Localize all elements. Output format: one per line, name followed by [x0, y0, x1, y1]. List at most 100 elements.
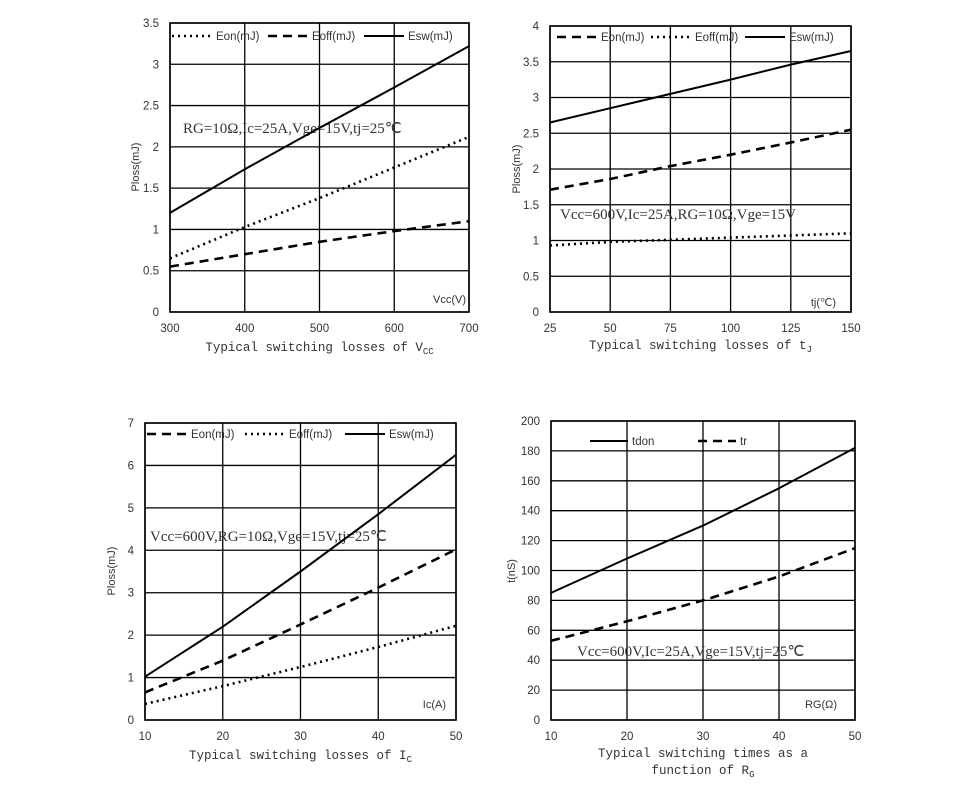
y-tick-label: 7: [128, 418, 134, 430]
y-tick-label: 60: [527, 625, 540, 637]
x-tick-label: 75: [664, 323, 677, 335]
x-axis-label: Vcc(V): [433, 294, 466, 306]
y-tick-label: 40: [527, 655, 540, 667]
chart-panel-4: 0 20 40 60 80 100 120 140 160 180 200 10 20 30 40 50 Vcc…: [506, 416, 861, 780]
x-axis-label: Ic(A): [423, 699, 446, 711]
legend-label: Eoff(mJ): [289, 429, 332, 441]
caption-subscript: J: [807, 345, 812, 355]
x-tick-label: 40: [372, 731, 385, 743]
y-tick-label: 4: [533, 21, 540, 33]
y-tick-label: 4: [128, 545, 135, 557]
x-tick-label: 40: [773, 731, 786, 743]
x-tick-label: 50: [604, 323, 617, 335]
y-tick-label: 3.5: [523, 57, 539, 69]
series-line-eonmj: [169, 135, 470, 260]
x-tick-label: 50: [849, 731, 862, 743]
series-line-eoffmj: [169, 219, 470, 268]
chart-panel-3: 0 1 2 3 4 5 6 7 10 20 30 40 50 Vcc=600V,RG=10Ω,Vge=15…: [106, 418, 462, 765]
y-tick-label: 80: [527, 595, 540, 607]
y-tick-label: 3: [153, 59, 159, 71]
chart-panel-1: 0 0.5 1 1.5 2 2.5 3 3.5 300 400 500 600 700 RG=10Ω,Ic…: [130, 18, 479, 357]
series-line-eoffmj: [549, 232, 852, 247]
series-line-eonmj: [549, 128, 852, 191]
figure-caption-line2: function of RG: [652, 764, 755, 780]
y-tick-label: 180: [521, 446, 540, 458]
x-tick-label: 300: [160, 323, 179, 335]
y-axis-label: t(nS): [506, 559, 518, 583]
plot-frame: [144, 422, 457, 721]
legend-label: Eon(mJ): [191, 429, 235, 441]
x-tick-label: 100: [721, 323, 740, 335]
legend-label: Esw(mJ): [789, 32, 834, 44]
y-tick-label: 5: [128, 503, 134, 515]
legend-label: Esw(mJ): [389, 429, 434, 441]
y-tick-label: 1: [153, 224, 159, 236]
y-tick-label: 2.5: [143, 101, 159, 113]
condition-annotation: RG=10Ω,Ic=25A,Vge=15V,tj=25℃: [183, 121, 402, 137]
x-tick-label: 150: [841, 323, 860, 335]
x-tick-label: 25: [544, 323, 557, 335]
y-tick-label: 0: [153, 307, 159, 319]
y-tick-label: 140: [521, 506, 540, 518]
x-tick-label: 400: [235, 323, 254, 335]
plot-frame: [549, 25, 852, 313]
legend-label: Eon(mJ): [216, 31, 260, 43]
series-line-eswmj: [549, 50, 852, 124]
series-line-eswmj: [169, 45, 470, 214]
y-tick-label: 0: [533, 307, 539, 319]
y-tick-label: 2: [153, 142, 159, 154]
x-tick-label: 600: [385, 323, 404, 335]
x-tick-label: 125: [781, 323, 800, 335]
y-tick-label: 1: [128, 673, 134, 685]
y-tick-label: 20: [527, 685, 540, 697]
x-tick-label: 700: [459, 323, 478, 335]
y-tick-label: 100: [521, 566, 540, 578]
x-tick-label: 50: [450, 731, 463, 743]
y-tick-label: 120: [521, 536, 540, 548]
condition-annotation: Vcc=600V,RG=10Ω,Vge=15V,tj=25℃: [150, 529, 387, 545]
legend-label: tr: [740, 436, 747, 448]
condition-annotation: Vcc=600V,Ic=25A,Vge=15V,tj=25℃: [577, 644, 804, 660]
y-axis-label: Ploss(mJ): [511, 145, 523, 194]
figure-caption: Typical switching times as a: [598, 747, 809, 761]
x-tick-label: 20: [621, 731, 634, 743]
legend-label: Esw(mJ): [408, 31, 453, 43]
series-line-eonmj: [144, 548, 457, 694]
y-tick-label: 200: [521, 416, 540, 428]
y-tick-label: 0.5: [143, 266, 159, 278]
y-tick-label: 3.5: [143, 18, 159, 30]
legend-label: Eon(mJ): [601, 32, 645, 44]
legend-label: Eoff(mJ): [695, 32, 738, 44]
caption-subscript: C: [407, 755, 413, 765]
series-line-tr: [550, 546, 856, 643]
y-tick-label: 3: [533, 93, 539, 105]
y-tick-label: 0: [128, 715, 134, 727]
legend-label: tdon: [632, 436, 654, 448]
x-tick-label: 20: [216, 731, 229, 743]
figure-caption: Typical switching losses of IC: [189, 749, 413, 765]
legend-label: Eoff(mJ): [312, 31, 355, 43]
caption-subscript: CC: [423, 347, 434, 357]
y-tick-label: 3: [128, 588, 134, 600]
x-tick-label: 500: [310, 323, 329, 335]
y-tick-label: 2: [128, 630, 134, 642]
plot-frame: [550, 420, 856, 721]
x-tick-label: 30: [697, 731, 710, 743]
y-tick-label: 1.5: [143, 183, 159, 195]
series-line-eswmj: [144, 454, 457, 678]
y-axis-label: Ploss(mJ): [106, 547, 118, 596]
y-tick-label: 6: [128, 460, 134, 472]
y-tick-label: 160: [521, 476, 540, 488]
y-tick-label: 1.5: [523, 200, 539, 212]
figure-caption: Typical switching losses of VCC: [205, 341, 434, 357]
condition-annotation: Vcc=600V,Ic=25A,RG=10Ω,Vge=15V: [560, 207, 796, 223]
y-tick-label: 0.5: [523, 271, 539, 283]
y-tick-label: 0: [534, 715, 540, 727]
x-axis-label: tj(℃): [811, 297, 836, 309]
caption-subscript: G: [749, 770, 754, 780]
y-axis-label: Ploss(mJ): [130, 143, 142, 192]
x-axis-label: RG(Ω): [805, 699, 837, 711]
figure-caption: Typical switching losses of tJ: [589, 339, 812, 355]
chart-panel-2: 0 0.5 1 1.5 2 2.5 3 3.5 4 25 50 75 100 125 150 Vcc=600V…: [511, 21, 861, 355]
x-tick-label: 10: [545, 731, 558, 743]
